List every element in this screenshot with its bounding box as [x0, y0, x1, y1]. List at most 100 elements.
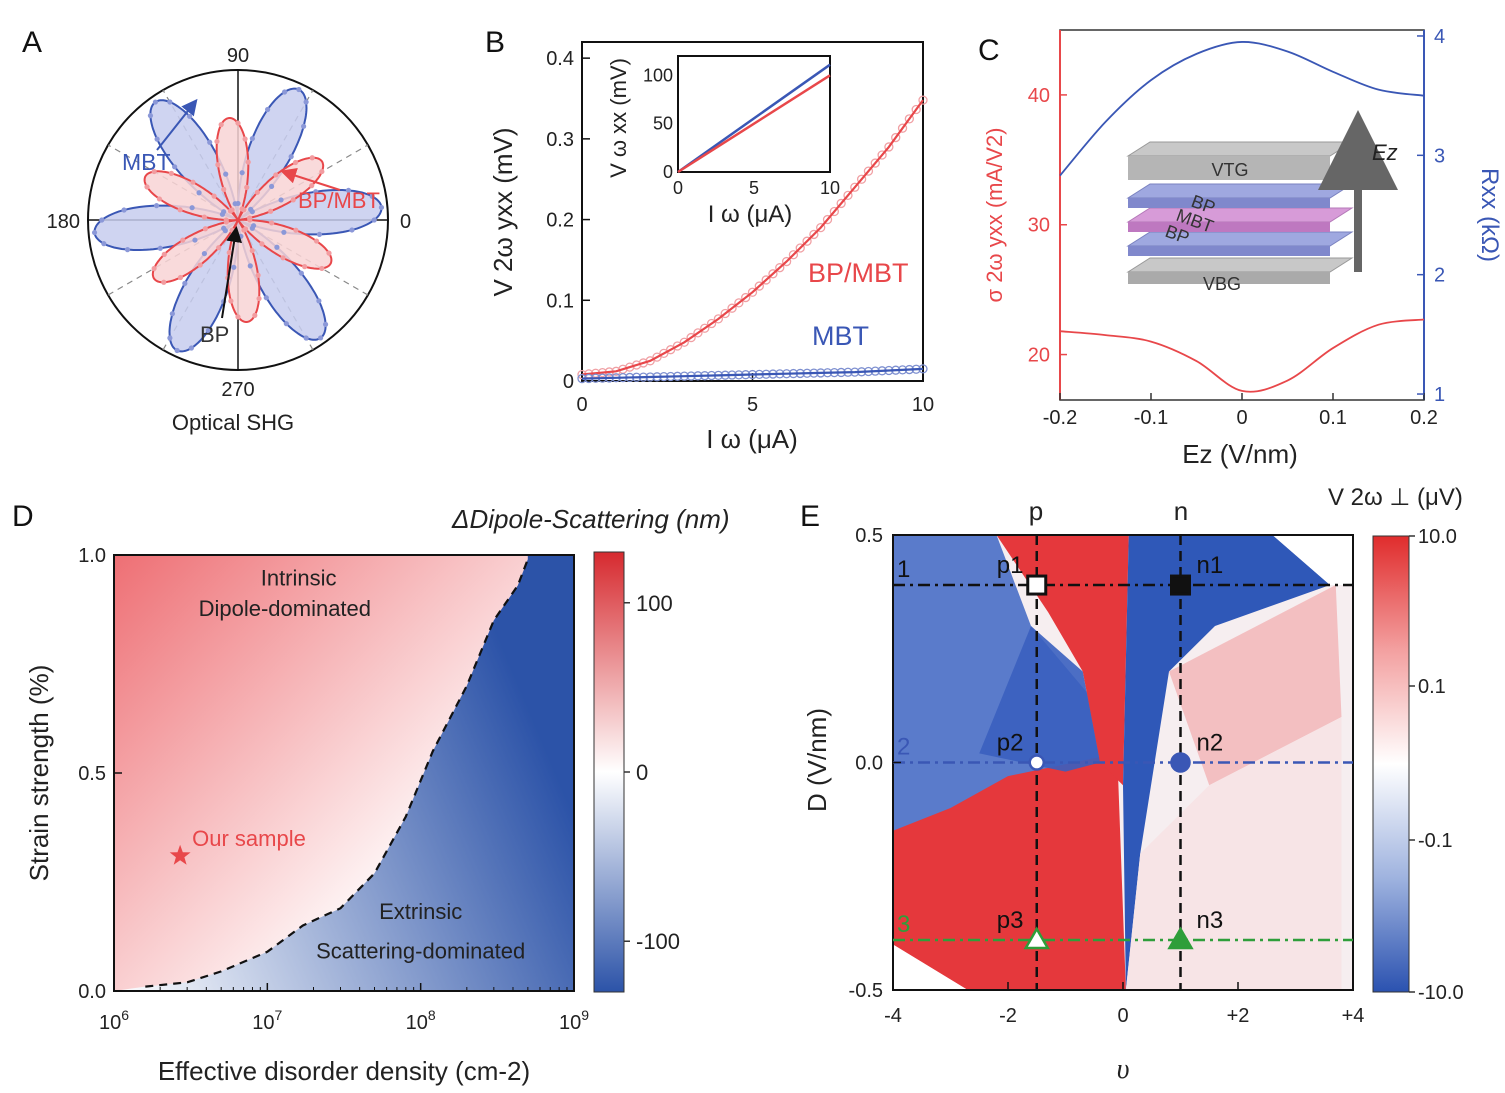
data-point-mbt: [232, 201, 238, 207]
layer-bp-bottom: [1126, 231, 1354, 247]
data-point-bp-mbt: [292, 159, 299, 166]
data-point-bp-mbt: [180, 237, 186, 243]
colorbar-tick-label-e: 10.0: [1418, 526, 1457, 548]
colorbar-d: [593, 551, 625, 993]
region-white-corner-bl: [893, 944, 968, 990]
data-point-bp-mbt: [280, 255, 286, 261]
point-marker-p3: [1023, 926, 1050, 950]
data-point-bp-mbt: [235, 120, 241, 126]
data-point-mbt: [182, 280, 188, 286]
x-tick-label-c: 0.2: [1410, 407, 1438, 429]
data-point-bp-mbt: [246, 215, 253, 221]
data-point-bp-mbt: [168, 170, 174, 176]
panel-label-a: A: [22, 26, 42, 59]
colorbar-tick-label-d: 100: [636, 591, 673, 616]
data-point-bp-mbt: [761, 275, 771, 285]
data-point-bp-mbt: [156, 196, 163, 202]
data-point-bp-mbt: [202, 226, 208, 232]
data-point-bp-mbt: [747, 287, 758, 297]
data-point-mbt: [303, 99, 309, 105]
region-intrinsic: [114, 555, 528, 991]
x-axis-label-b: I ω (μA): [706, 424, 798, 454]
data-point-bp-mbt: [693, 328, 703, 338]
data-point-bp-mbt: [227, 208, 234, 214]
data-point-bp-mbt: [870, 158, 880, 168]
data-point-mbt: [205, 327, 211, 334]
panel-label-d: D: [12, 500, 34, 533]
y-tick-label-b: 0.2: [546, 210, 574, 232]
data-point-mbt: [316, 298, 322, 304]
point-label-n2: n2: [1197, 730, 1224, 757]
data-point-mbt: [283, 321, 289, 327]
data-point-bp-mbt: [215, 162, 221, 168]
data-point-mbt: [278, 197, 284, 203]
data-point-bp-mbt: [652, 352, 662, 362]
data-point-mbt: [157, 245, 163, 251]
data-point-bp-mbt: [161, 251, 167, 257]
data-point-mbt: [189, 205, 195, 211]
polar-grid-line: [107, 144, 369, 296]
data-point-bp-mbt: [177, 274, 184, 281]
data-point-mbt: [201, 250, 208, 257]
data-point-bp-mbt: [741, 292, 751, 303]
data-point-bp-mbt: [666, 345, 676, 355]
y-tick-label-b: 0: [563, 371, 574, 393]
cut-line-label-3: 3: [897, 911, 910, 938]
data-point-mbt: [371, 217, 377, 223]
data-point-bp-mbt: [245, 159, 251, 165]
series-line-bp-mbt: [581, 99, 924, 376]
x-tick-label-e: -2: [999, 1005, 1017, 1027]
x-tick-label-c: 0.1: [1319, 407, 1347, 429]
y-tick-label-b: 0.3: [546, 129, 574, 151]
colorbar-tick-label-e: 0.1: [1418, 676, 1446, 698]
data-point-mbt: [369, 193, 375, 199]
data-point-bp-mbt: [211, 193, 217, 199]
data-point-bp-mbt: [897, 123, 908, 133]
data-point-mbt: [317, 335, 324, 341]
point-label-n3: n3: [1197, 907, 1224, 934]
data-point-bp-mbt: [863, 166, 874, 176]
y-tick-label-b: 0.4: [546, 48, 574, 70]
annotation-bp-mbt-arrow: [280, 168, 341, 191]
series-label-mbt: MBT: [812, 321, 869, 351]
layer-label-vbg: VBG: [1203, 274, 1241, 294]
x-tick-label-b: 10: [912, 394, 934, 416]
data-point-mbt: [152, 99, 159, 105]
data-point-mbt: [247, 263, 253, 269]
data-point-mbt: [268, 183, 275, 190]
y-axis-label-e: D (V/nm): [802, 708, 832, 812]
x-tick-label-d: 107: [252, 1007, 282, 1034]
y-tick-label-d: 1.0: [78, 545, 106, 567]
y-tick-label-c-left: 20: [1028, 345, 1050, 367]
data-point-bp-mbt: [249, 248, 255, 254]
panel-d-heatmap: Intrinsic Dipole-dominated Extrinsic Scatte…: [24, 504, 730, 1086]
marker-label-our-sample: Our sample: [192, 826, 306, 851]
data-point-mbt: [265, 106, 271, 113]
y-tick-label-d: 0.5: [78, 763, 106, 785]
data-point-mbt: [167, 335, 173, 341]
data-point-bp-mbt: [190, 179, 196, 185]
data-point-bp-mbt: [268, 208, 274, 214]
annotation-mbt-arrow: [156, 98, 198, 151]
data-point-bp-mbt: [679, 337, 689, 347]
panel-label-e: E: [800, 500, 820, 533]
inset-x-tick-label-b: 10: [820, 178, 840, 198]
data-point-mbt: [101, 241, 107, 247]
data-point-bp-mbt: [223, 219, 230, 225]
boundary-dashed-line: [145, 559, 529, 988]
top-label-n: n: [1174, 496, 1188, 526]
data-point-bp-mbt: [214, 138, 220, 145]
y-tick-label-c-right: 3: [1434, 145, 1445, 167]
data-point-mbt: [296, 86, 302, 93]
annotation-bp-mbt: BP/MBT: [298, 188, 380, 213]
y-tick-label-c-left: 40: [1028, 85, 1050, 107]
data-point-bp-mbt: [836, 198, 846, 209]
layer-mbt: [1126, 207, 1354, 223]
polar-tick-0: 0: [400, 211, 411, 233]
data-point-mbt: [91, 229, 98, 236]
data-point-bp-mbt: [891, 132, 901, 143]
data-point-bp-mbt: [313, 238, 320, 244]
colorbar-title-d: ΔDipole-Scattering (nm): [451, 504, 730, 534]
x-axis-label-d: Effective disorder density (cm-2): [158, 1056, 530, 1086]
top-label-p: p: [1029, 496, 1043, 526]
